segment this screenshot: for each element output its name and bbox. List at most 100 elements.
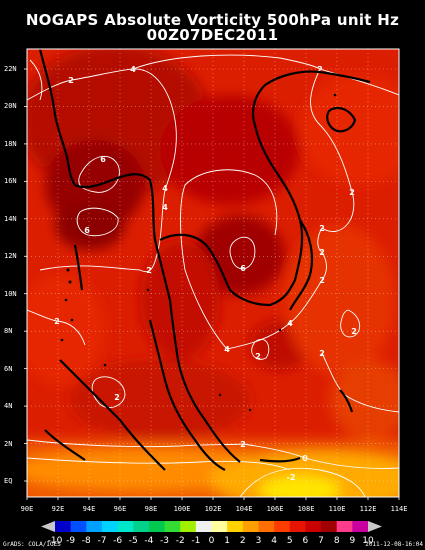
- lon-label: 96E: [113, 505, 127, 513]
- coastlines: [38, 49, 371, 471]
- contour-label: 4: [162, 184, 168, 193]
- colorbar-label: -7: [97, 536, 107, 546]
- colorbar-box: [211, 521, 228, 532]
- contour-label: -2: [287, 473, 296, 482]
- lat-lon-grid: [27, 49, 399, 497]
- colorbar-label: 4: [271, 536, 277, 546]
- lon-label: 92E: [51, 505, 65, 513]
- colorbar-label: -10: [47, 536, 63, 546]
- contour-label: 4: [287, 319, 293, 328]
- colorbar-label: 2: [239, 536, 246, 546]
- colorbar-label: 6: [302, 536, 309, 546]
- lat-label: 8N: [4, 327, 13, 336]
- colorbar-box: [321, 521, 338, 532]
- axis-ticks: [24, 68, 400, 500]
- lon-label: 110E: [328, 505, 346, 513]
- lat-label: 4N: [4, 402, 13, 411]
- lat-label: 10N: [4, 289, 17, 298]
- colorbar-label: -4: [144, 536, 154, 546]
- colorbar-label: 8: [333, 536, 340, 546]
- colorbar-label: -8: [81, 536, 91, 546]
- colorbar-box: [274, 521, 291, 532]
- islands: [60, 93, 337, 412]
- colorbar-label: 3: [255, 536, 262, 546]
- contour-label: 6: [240, 264, 246, 273]
- contour-label: 2: [349, 188, 355, 197]
- contour-label: 2: [146, 266, 152, 275]
- lon-label: 104E: [235, 505, 253, 513]
- contour-label: 2: [319, 349, 325, 358]
- colorbar-label: 10: [362, 536, 374, 546]
- contour-label: 4: [224, 345, 230, 354]
- colorbar-label: -5: [128, 536, 138, 546]
- colorbar-label: -3: [160, 536, 170, 546]
- contour-label: 4: [130, 65, 136, 74]
- colorbar-box: [195, 521, 212, 532]
- colorbar-box: [180, 521, 197, 532]
- colorbar-label: 1: [224, 536, 231, 546]
- colorbar-label: 0: [208, 536, 215, 546]
- contour-label: 2: [319, 276, 325, 285]
- colorbar-label: -9: [66, 536, 76, 546]
- contour-label: 2: [54, 317, 60, 326]
- lon-label: 94E: [82, 505, 96, 513]
- lat-label: 2N: [4, 439, 13, 448]
- lon-label: 90E: [20, 505, 34, 513]
- lon-label: 98E: [144, 505, 158, 513]
- colorbar-box: [148, 521, 166, 532]
- footer-credit: GrADS: COLA/IGES: [3, 541, 61, 548]
- footer-timestamp: 2011-12-08-16:04: [365, 541, 423, 548]
- contour-label: 0: [302, 454, 308, 463]
- colorbar-box: [305, 521, 322, 532]
- chart-title: NOGAPS Absolute Vorticity 500hPa unit Hz: [25, 11, 400, 29]
- lat-label: EQ: [4, 477, 13, 485]
- lat-label: 6N: [4, 364, 13, 373]
- lat-label: 12N: [4, 252, 17, 261]
- contour-label: 2: [68, 76, 74, 85]
- lon-label: 102E: [204, 505, 222, 513]
- colorbar-label: -1: [191, 536, 201, 546]
- colorbar-label: 7: [318, 536, 324, 546]
- contour-labels: 2 4 2 6 4 4 6 2 2 6 2 2 2 2 4 2 4 2 2 2 2 0 -2: [54, 65, 357, 482]
- colorbar-box: [242, 521, 259, 532]
- contour-label: 2: [240, 440, 246, 449]
- colorbar-label: -6: [113, 536, 123, 546]
- colorbar-arrow-left: [41, 521, 55, 532]
- lat-label: 14N: [4, 214, 17, 223]
- colorbar-box: [289, 521, 306, 532]
- colorbar-box: [117, 521, 134, 532]
- lat-label: 20N: [4, 102, 17, 111]
- colorbar-label: 9: [349, 536, 356, 546]
- colorbar-box: [164, 521, 181, 532]
- lon-label: 112E: [359, 505, 377, 513]
- contour-label: 6: [100, 155, 106, 164]
- colorbar-box: [86, 521, 103, 532]
- contour-label: 2: [319, 248, 325, 257]
- lon-label: 100E: [173, 505, 191, 513]
- colorbar-box: [70, 521, 87, 532]
- lon-label: 108E: [297, 505, 315, 513]
- colorbar-box: [227, 521, 244, 532]
- lon-label: 114E: [390, 505, 408, 513]
- colorbar-box: [55, 521, 72, 532]
- contour-label: 4: [162, 203, 168, 212]
- colorbar-box: [133, 521, 150, 532]
- colorbar-label: 5: [286, 536, 293, 546]
- colorbar-box: [101, 521, 119, 532]
- colorbar-label: -2: [175, 536, 185, 546]
- colorbar-box: [352, 521, 369, 532]
- contour-label: 2: [351, 327, 357, 336]
- colorbar-box: [258, 521, 275, 532]
- colorbar-box: [336, 521, 353, 532]
- contour-label: 2: [319, 224, 325, 233]
- contour-label: 2: [255, 352, 261, 361]
- lat-label: 22N: [4, 65, 17, 73]
- colorbar-arrow-right: [368, 521, 382, 532]
- chart-subtitle: 00Z07DEC2011: [146, 26, 279, 44]
- lon-label: 106E: [266, 505, 284, 513]
- contour-label: 6: [84, 226, 90, 235]
- lat-label: 18N: [4, 139, 17, 148]
- contour-label: 2: [114, 393, 120, 402]
